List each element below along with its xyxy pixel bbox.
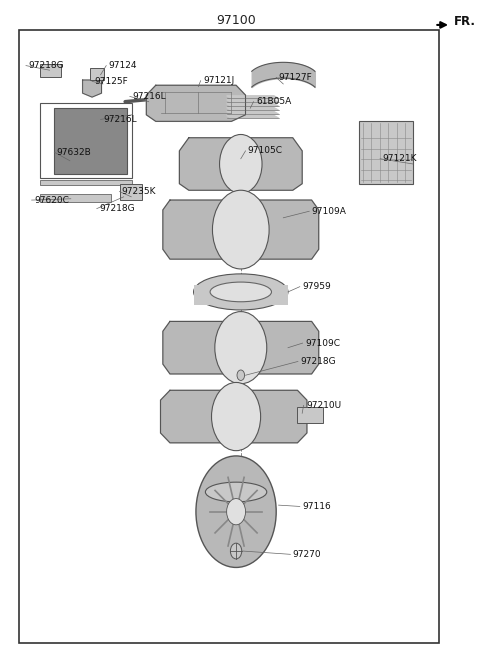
Text: 97235K: 97235K: [122, 187, 156, 196]
Text: 97125F: 97125F: [95, 77, 128, 86]
Bar: [90, 68, 104, 80]
Bar: [40, 194, 111, 202]
Bar: [40, 103, 132, 178]
Circle shape: [230, 543, 242, 559]
Text: 97216L: 97216L: [132, 92, 166, 101]
Text: 97959: 97959: [302, 282, 331, 291]
Polygon shape: [227, 96, 278, 98]
Bar: [40, 180, 132, 185]
Text: 97127F: 97127F: [278, 73, 312, 82]
Text: 97218G: 97218G: [99, 204, 135, 213]
Polygon shape: [227, 104, 278, 106]
Circle shape: [227, 499, 245, 525]
Bar: [298, 407, 324, 423]
Text: 97632B: 97632B: [57, 148, 91, 157]
Text: 97124: 97124: [108, 61, 137, 70]
Polygon shape: [227, 108, 278, 110]
Text: 97620C: 97620C: [34, 195, 69, 205]
Text: FR.: FR.: [454, 15, 476, 28]
Text: 97218G: 97218G: [28, 61, 64, 70]
Text: 97109C: 97109C: [305, 338, 340, 348]
Text: 97121J: 97121J: [203, 76, 234, 85]
Polygon shape: [180, 138, 302, 190]
Polygon shape: [163, 321, 319, 374]
Bar: [193, 285, 288, 305]
Text: 97100: 97100: [216, 14, 256, 28]
Polygon shape: [227, 100, 278, 102]
Ellipse shape: [210, 282, 272, 302]
Text: 97218G: 97218G: [300, 357, 336, 366]
Polygon shape: [83, 80, 101, 97]
Text: 61B05A: 61B05A: [256, 97, 291, 106]
Polygon shape: [163, 200, 319, 259]
Circle shape: [215, 312, 267, 384]
Bar: [40, 64, 61, 77]
Ellipse shape: [205, 482, 267, 502]
Text: 97216L: 97216L: [103, 115, 136, 124]
Circle shape: [237, 370, 245, 380]
Bar: [19, 30, 439, 643]
Text: 97121K: 97121K: [383, 154, 417, 163]
Text: 97270: 97270: [293, 550, 321, 559]
Circle shape: [196, 456, 276, 567]
Polygon shape: [227, 112, 278, 114]
Polygon shape: [227, 115, 278, 118]
Circle shape: [213, 190, 269, 269]
Circle shape: [212, 382, 261, 451]
Text: 97109A: 97109A: [312, 207, 347, 216]
Text: 97116: 97116: [302, 502, 331, 511]
Text: 97210U: 97210U: [306, 401, 341, 410]
Bar: [120, 184, 142, 200]
Ellipse shape: [193, 274, 288, 310]
Circle shape: [219, 134, 262, 194]
Bar: [359, 121, 413, 184]
Polygon shape: [146, 85, 245, 121]
Text: 97105C: 97105C: [248, 146, 283, 155]
Bar: [54, 108, 128, 174]
Polygon shape: [160, 390, 307, 443]
